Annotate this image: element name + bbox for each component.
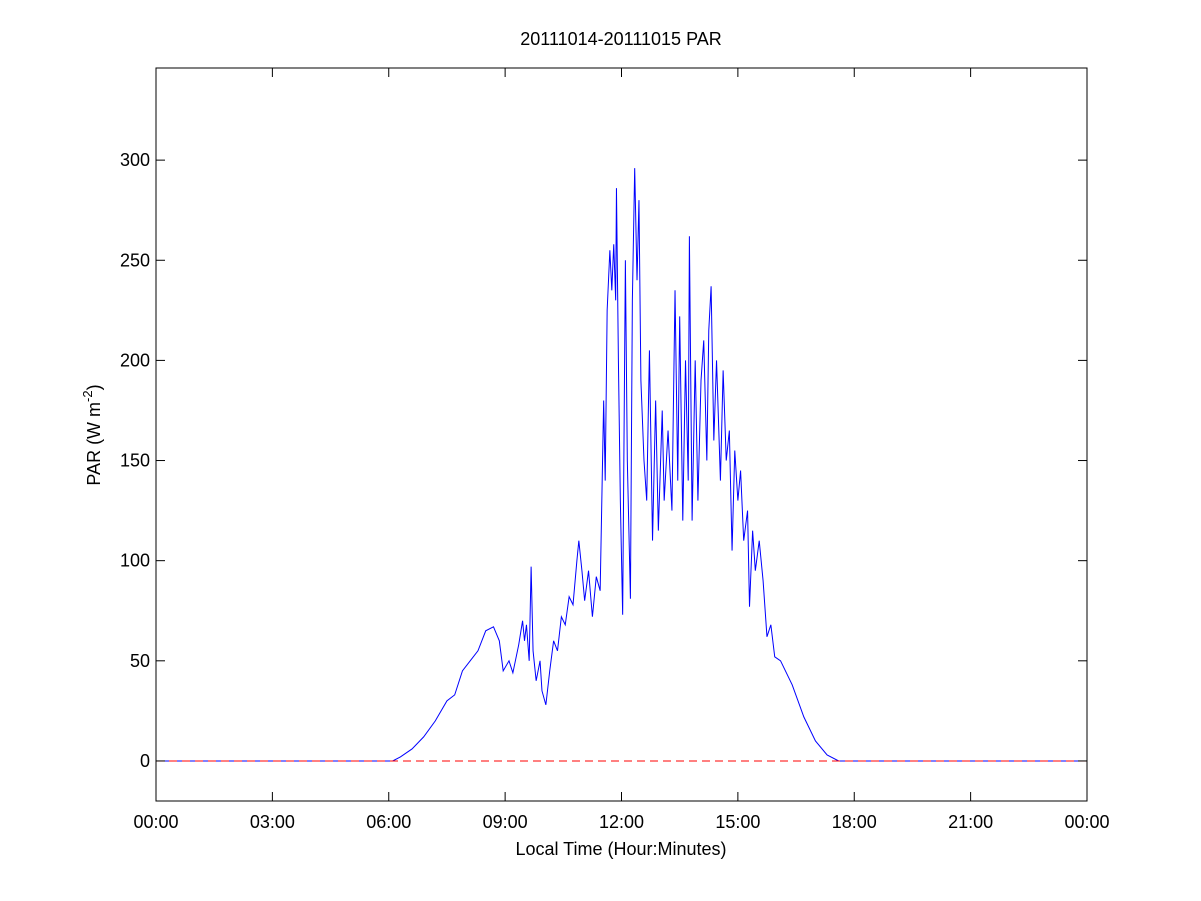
y-tick-label: 200 [120,350,150,370]
x-tick-label: 12:00 [599,812,644,832]
y-axis-label: PAR (W m-2) [80,384,104,485]
x-tick-label: 09:00 [483,812,528,832]
y-axis-label-tail: ) [84,384,104,390]
x-tick-label: 00:00 [1064,812,1109,832]
y-tick-label: 250 [120,250,150,270]
y-tick-label: 100 [120,551,150,571]
y-axis-label-sup: -2 [80,390,95,402]
y-tick-label: 0 [140,751,150,771]
y-tick-label: 300 [120,150,150,170]
data-line [156,168,1087,762]
chart-title: 20111014-20111015 PAR [520,29,722,49]
x-tick-label: 06:00 [366,812,411,832]
x-tick-label: 03:00 [250,812,295,832]
y-tick-label: 50 [130,651,150,671]
x-tick-label: 00:00 [133,812,178,832]
x-axis-label: Local Time (Hour:Minutes) [515,839,726,859]
x-tick-label: 15:00 [715,812,760,832]
x-tick-label: 18:00 [832,812,877,832]
y-tick-label: 150 [120,451,150,471]
x-tick-label: 21:00 [948,812,993,832]
y-axis-label-main: PAR (W m [84,402,104,486]
